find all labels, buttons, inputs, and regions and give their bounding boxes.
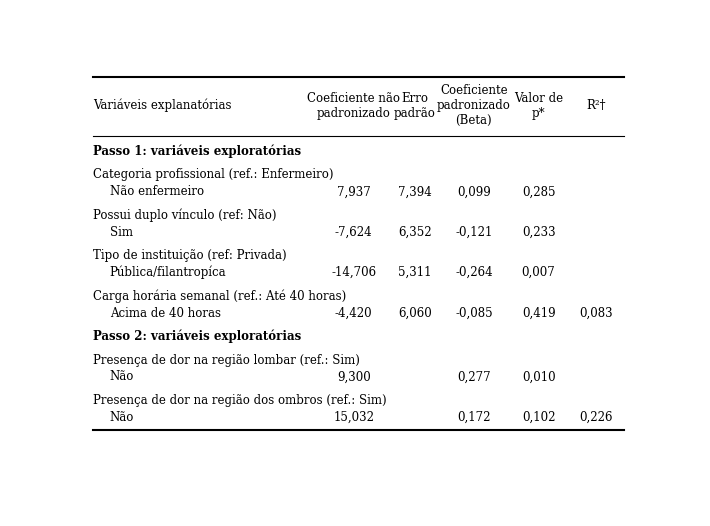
- Text: 7,394: 7,394: [398, 185, 432, 198]
- Text: 0,226: 0,226: [579, 411, 613, 424]
- Text: 0,007: 0,007: [522, 266, 555, 279]
- Text: 0,099: 0,099: [457, 185, 491, 198]
- Text: -0,121: -0,121: [455, 226, 493, 239]
- Text: Tipo de instituição (ref: Privada): Tipo de instituição (ref: Privada): [93, 249, 287, 262]
- Text: R²†: R²†: [586, 99, 606, 112]
- Text: 0,285: 0,285: [522, 185, 555, 198]
- Text: 0,102: 0,102: [522, 411, 555, 424]
- Text: 0,172: 0,172: [457, 411, 491, 424]
- Text: 6,352: 6,352: [398, 226, 432, 239]
- Text: 0,010: 0,010: [522, 370, 555, 383]
- Text: Valor de
p*: Valor de p*: [514, 92, 563, 119]
- Text: Não: Não: [109, 411, 134, 424]
- Text: -0,264: -0,264: [455, 266, 493, 279]
- Text: Carga horária semanal (ref.: Até 40 horas): Carga horária semanal (ref.: Até 40 hora…: [93, 289, 346, 303]
- Text: Passo 2: variáveis exploratórias: Passo 2: variáveis exploratórias: [93, 330, 302, 343]
- Text: -0,085: -0,085: [455, 307, 493, 319]
- Text: 0,233: 0,233: [522, 226, 555, 239]
- Text: Categoria profissional (ref.: Enfermeiro): Categoria profissional (ref.: Enfermeiro…: [93, 168, 334, 181]
- Text: Coeficiente não
padronizado: Coeficiente não padronizado: [307, 92, 400, 119]
- Text: 7,937: 7,937: [337, 185, 371, 198]
- Text: Acima de 40 horas: Acima de 40 horas: [109, 307, 221, 319]
- Text: Passo 1: variáveis exploratórias: Passo 1: variáveis exploratórias: [93, 145, 301, 158]
- Text: 15,032: 15,032: [333, 411, 374, 424]
- Text: Coeficiente
padronizado
(Beta): Coeficiente padronizado (Beta): [437, 84, 511, 127]
- Text: 9,300: 9,300: [337, 370, 371, 383]
- Text: 0,083: 0,083: [579, 307, 613, 319]
- Text: Erro
padrão: Erro padrão: [394, 92, 436, 119]
- Text: Sim: Sim: [109, 226, 133, 239]
- Text: Não enfermeiro: Não enfermeiro: [109, 185, 204, 198]
- Text: 0,277: 0,277: [457, 370, 491, 383]
- Text: 0,419: 0,419: [522, 307, 555, 319]
- Text: 5,311: 5,311: [398, 266, 432, 279]
- Text: Variáveis explanatórias: Variáveis explanatórias: [93, 99, 231, 113]
- Text: Presença de dor na região lombar (ref.: Sim): Presença de dor na região lombar (ref.: …: [93, 353, 360, 367]
- Text: Possui duplo vínculo (ref: Não): Possui duplo vínculo (ref: Não): [93, 209, 277, 222]
- Text: 6,060: 6,060: [398, 307, 432, 319]
- Text: Presença de dor na região dos ombros (ref.: Sim): Presença de dor na região dos ombros (re…: [93, 394, 387, 407]
- Text: -4,420: -4,420: [335, 307, 373, 319]
- Text: Não: Não: [109, 370, 134, 383]
- Text: -14,706: -14,706: [331, 266, 376, 279]
- Text: Pública/filantropíca: Pública/filantropíca: [109, 266, 226, 279]
- Text: -7,624: -7,624: [335, 226, 373, 239]
